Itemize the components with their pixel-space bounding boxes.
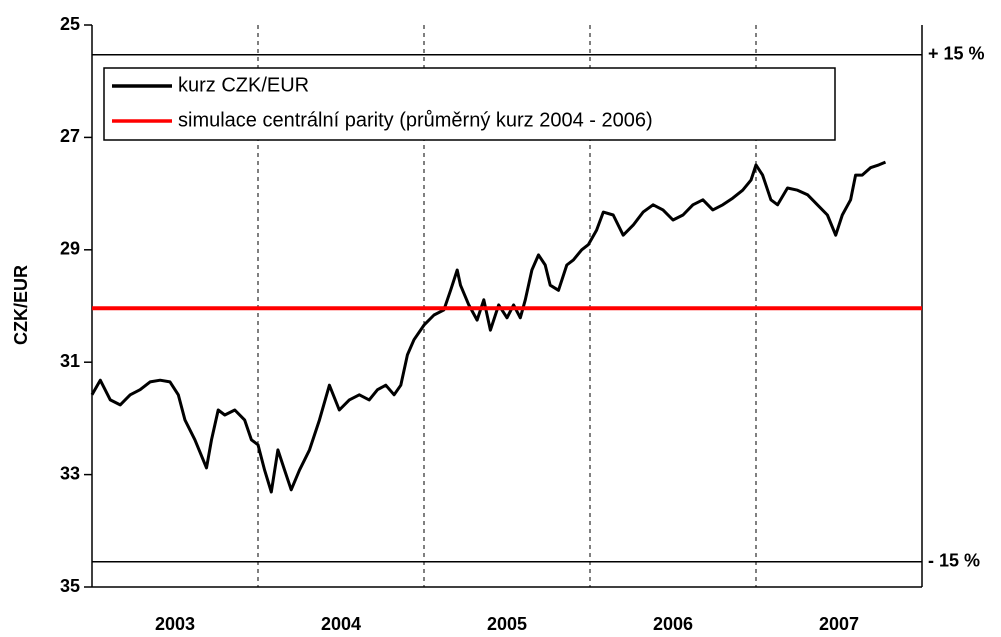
x-tick-label: 2005 xyxy=(487,614,527,634)
x-tick-label: 2003 xyxy=(155,614,195,634)
y-tick-label: 35 xyxy=(60,576,80,596)
y-tick-label: 33 xyxy=(60,463,80,483)
y-tick-label: 27 xyxy=(60,126,80,146)
legend-label: kurz CZK/EUR xyxy=(178,74,309,96)
y-axis-label: CZK/EUR xyxy=(11,265,31,345)
y-tick-label: 25 xyxy=(60,14,80,34)
rate-line xyxy=(90,160,887,494)
y-tick-label: 31 xyxy=(60,351,80,371)
y-tick-label: 29 xyxy=(60,239,80,259)
legend-label: simulace centrální parity (průměrný kurz… xyxy=(178,109,653,131)
x-tick-label: 2006 xyxy=(653,614,693,634)
band-label: - 15 % xyxy=(928,550,980,570)
x-tick-label: 2004 xyxy=(321,614,361,634)
legend-box xyxy=(103,67,836,141)
x-tick-label: 2007 xyxy=(819,614,859,634)
band-label: + 15 % xyxy=(928,44,985,64)
